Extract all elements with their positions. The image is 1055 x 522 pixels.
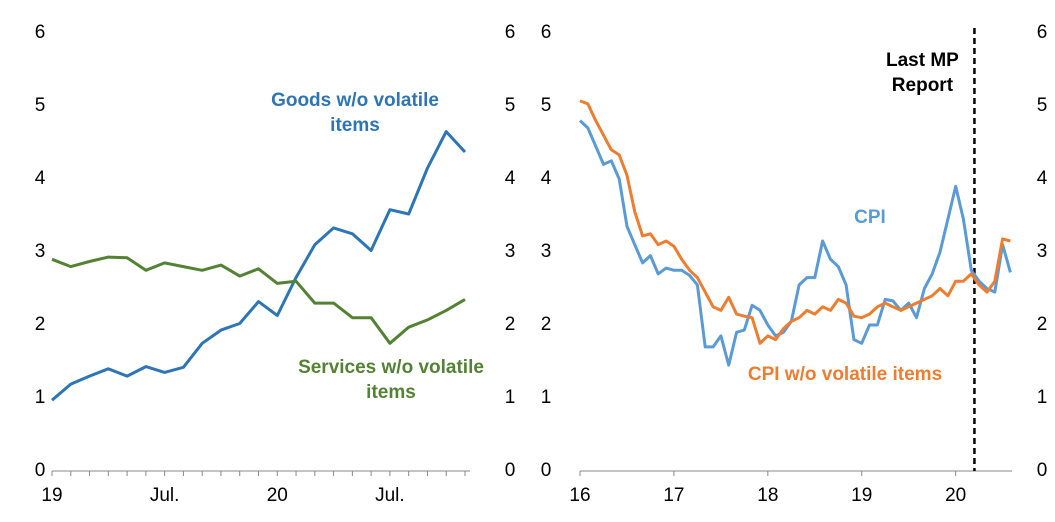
y2-tick-label: 3: [505, 241, 516, 262]
y2-tick-label: 6: [505, 22, 516, 43]
y2-tick-label: 0: [1037, 460, 1048, 481]
series-label: CPI w/o volatile items: [747, 364, 943, 385]
y-tick-label: 5: [541, 95, 552, 116]
line-series: [51, 255, 466, 345]
y2-tick-label: 6: [1037, 22, 1048, 43]
y-tick-label: 2: [35, 314, 46, 335]
y-tick-label: 1: [541, 387, 552, 408]
y-tick-label: 1: [35, 387, 46, 408]
series-label: Services w/o volatile items: [298, 357, 484, 403]
x-tick-label: 19: [41, 485, 62, 506]
y-tick-label: 5: [35, 95, 46, 116]
y2-tick-label: 4: [505, 168, 516, 189]
line-series: [579, 99, 1011, 345]
y2-tick-label: 1: [505, 387, 516, 408]
line-series: [578, 119, 1012, 367]
line-series: [51, 130, 467, 402]
y-tick-label: 2: [541, 314, 552, 335]
x-tick-label: 17: [663, 485, 684, 506]
y2-tick-label: 2: [1037, 314, 1048, 335]
y-tick-label: 4: [35, 168, 46, 189]
x-tick-label: Jul.: [150, 485, 180, 506]
y2-tick-label: 1: [1037, 387, 1048, 408]
y2-tick-label: 4: [1037, 168, 1048, 189]
x-tick-label: 18: [757, 485, 778, 506]
x-tick-label: 20: [945, 485, 966, 506]
y-tick-label: 0: [541, 460, 552, 481]
y-tick-label: 4: [541, 168, 552, 189]
y-tick-label: 0: [35, 460, 46, 481]
x-tick-label: 19: [851, 485, 872, 506]
series-label: Goods w/o volatile items: [271, 90, 439, 136]
y-tick-label: 3: [35, 241, 46, 262]
y-tick-label: 3: [541, 241, 552, 262]
y2-tick-label: 5: [505, 95, 516, 116]
x-tick-label: 16: [569, 485, 590, 506]
y2-tick-label: 2: [505, 314, 516, 335]
annotation: Last MP Report: [885, 50, 959, 96]
series-label: CPI: [854, 207, 886, 228]
y-tick-label: 6: [541, 22, 552, 43]
y2-tick-label: 3: [1037, 241, 1048, 262]
y-tick-label: 6: [35, 22, 46, 43]
x-tick-label: 20: [267, 485, 288, 506]
y2-tick-label: 0: [505, 460, 516, 481]
y2-tick-label: 5: [1037, 95, 1048, 116]
x-tick-label: Jul.: [375, 485, 405, 506]
